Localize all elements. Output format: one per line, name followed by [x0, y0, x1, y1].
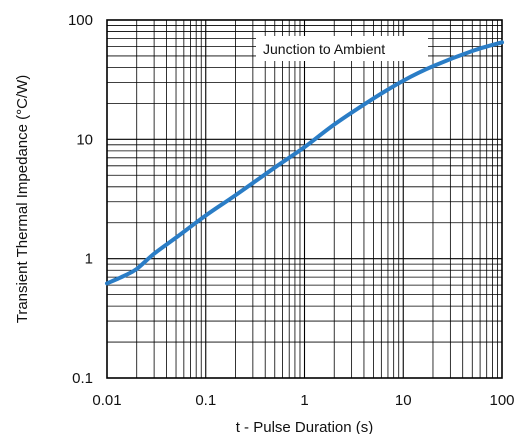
y-tick-label: 100 — [68, 12, 93, 29]
y-tick-label: 0.1 — [72, 370, 93, 387]
x-tick-labels: 0.01 0.1 1 10 100 — [92, 392, 514, 409]
minor-gridlines — [107, 20, 502, 378]
legend-box — [256, 36, 428, 61]
series-line-junction-to-ambient — [105, 40, 504, 286]
x-tick-label: 0.1 — [195, 392, 216, 409]
legend: Junction to Ambient — [256, 36, 428, 61]
y-axis-title: Transient Thermal Impedance (°C/W) — [14, 75, 31, 324]
x-axis-title: t - Pulse Duration (s) — [236, 419, 374, 434]
x-tick-label: 10 — [395, 392, 412, 409]
y-tick-labels: 0.1 1 10 100 — [68, 12, 93, 387]
x-tick-label: 0.01 — [92, 392, 121, 409]
x-tick-label: 1 — [300, 392, 308, 409]
plot-frame — [106, 19, 503, 379]
x-tick-label: 100 — [489, 392, 514, 409]
y-tick-label: 10 — [76, 131, 93, 148]
y-tick-label: 1 — [85, 251, 93, 268]
legend-label: Junction to Ambient — [263, 41, 385, 57]
